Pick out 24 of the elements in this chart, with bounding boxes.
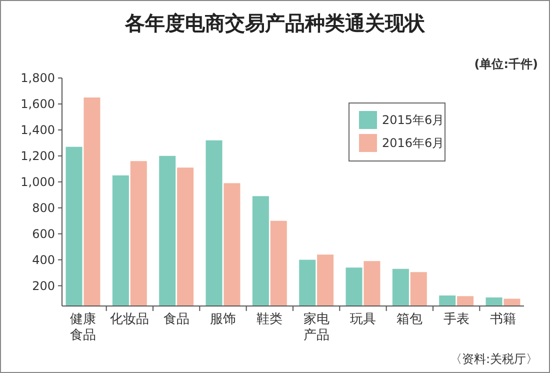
x-tick-label: 鞋类 (256, 312, 283, 327)
x-tick-label: 食品 (163, 312, 190, 327)
x-tick-label: 家电产品 (303, 311, 330, 343)
x-tick-label: 箱包 (396, 312, 423, 327)
y-tick-label: 1,200 (20, 149, 55, 164)
legend-label: 2015年6月 (382, 113, 444, 128)
x-tick-label: 服饰 (210, 312, 236, 327)
y-tick-label: 400 (32, 252, 55, 267)
y-tick-label: 1,400 (20, 123, 55, 138)
x-tick-label: 书籍 (490, 312, 516, 327)
y-tick-label: 600 (32, 227, 55, 242)
x-tick-label: 玩具 (350, 312, 376, 327)
y-tick-label: 1,800 (20, 71, 55, 86)
x-tick-label: 手表 (443, 312, 470, 327)
text: (单位:千件) (474, 57, 538, 71)
y-tick-label: 200 (32, 278, 55, 293)
y-tick-label: 800 (32, 201, 55, 216)
x-tick-label: 化妆品 (110, 312, 150, 327)
chart-title: 各年度电商交易产品种类通关现状 (124, 11, 426, 35)
legend-label: 2016年6月 (382, 136, 444, 150)
y-tick-label: 1,600 (20, 97, 55, 112)
y-tick-label: 1,000 (20, 175, 55, 190)
text: 〈资料:关税厅〉 (450, 352, 538, 366)
x-tick-label: 健康食品 (70, 312, 96, 343)
